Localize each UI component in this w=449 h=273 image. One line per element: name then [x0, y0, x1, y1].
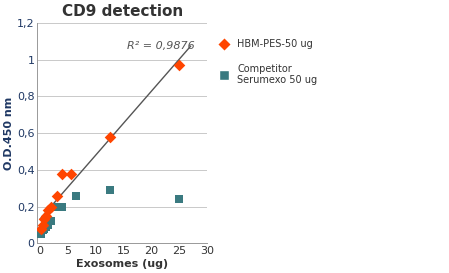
X-axis label: Exosomes (ug): Exosomes (ug) — [76, 259, 168, 269]
Point — [40, 223, 47, 227]
Text: R² = 0,9876: R² = 0,9876 — [127, 41, 194, 51]
Point — [59, 171, 66, 176]
Point — [38, 226, 45, 231]
Point — [67, 171, 75, 176]
Title: CD9 detection: CD9 detection — [62, 4, 183, 19]
Point — [106, 188, 114, 192]
Point — [73, 193, 80, 198]
Point — [40, 228, 47, 233]
Point — [41, 226, 48, 231]
Point — [53, 193, 61, 198]
Point — [59, 204, 66, 209]
Point — [38, 232, 45, 236]
Point — [45, 223, 52, 227]
Y-axis label: O.D.450 nm: O.D.450 nm — [4, 97, 14, 170]
Point — [42, 213, 49, 218]
Point — [48, 204, 55, 209]
Point — [45, 208, 52, 212]
Point — [53, 204, 61, 209]
Point — [176, 63, 183, 67]
Point — [176, 197, 183, 201]
Point — [41, 217, 48, 222]
Point — [42, 225, 49, 229]
Legend: HBM-PES-50 ug, Competitor
Serumexo 50 ug: HBM-PES-50 ug, Competitor Serumexo 50 ug — [214, 39, 317, 85]
Point — [106, 135, 114, 139]
Point — [48, 219, 55, 223]
